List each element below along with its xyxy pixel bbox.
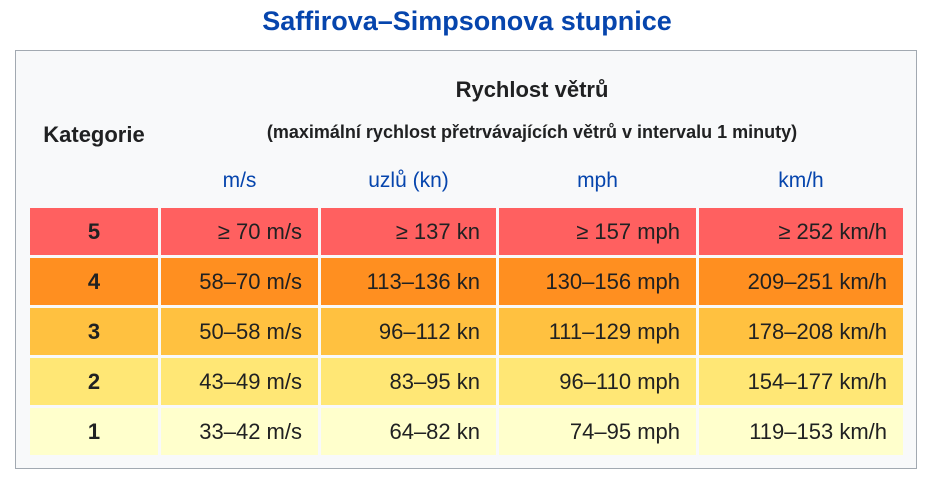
unit-header: m/s bbox=[222, 169, 257, 192]
speed-cell: 111–129 mph bbox=[499, 308, 696, 355]
speed-cell: 74–95 mph bbox=[499, 408, 696, 455]
speed-cell: 83–95 kn bbox=[321, 358, 496, 405]
speed-cell: 113–136 kn bbox=[321, 258, 496, 305]
unit-header: mph bbox=[577, 169, 618, 192]
unit-header: km/h bbox=[778, 169, 824, 192]
speed-cell: 50–58 m/s bbox=[161, 308, 318, 355]
speed-cell: ≥ 137 kn bbox=[321, 208, 496, 255]
speed-cell: 130–156 mph bbox=[499, 258, 696, 305]
speed-cell: 58–70 m/s bbox=[161, 258, 318, 305]
speed-cell: 43–49 m/s bbox=[161, 358, 318, 405]
speed-note: (maximální rychlost přetrvávajících větr… bbox=[266, 122, 798, 142]
speed-cell: 96–112 kn bbox=[321, 308, 496, 355]
speed-cell: 209–251 km/h bbox=[699, 258, 903, 305]
speed-cell: 96–110 mph bbox=[499, 358, 696, 405]
speed-header: Rychlost větrů bbox=[455, 77, 609, 102]
unit-header: uzlů (kn) bbox=[368, 169, 449, 192]
speed-cell: 33–42 m/s bbox=[161, 408, 318, 455]
title: Saffirova–Simpsonova stupnice bbox=[262, 6, 672, 36]
speed-cell: ≥ 157 mph bbox=[499, 208, 696, 255]
category-cell: 4 bbox=[30, 258, 158, 305]
speed-cell: 64–82 kn bbox=[321, 408, 496, 455]
category-cell: 2 bbox=[30, 358, 158, 405]
speed-cell: 154–177 km/h bbox=[699, 358, 903, 405]
speed-cell: ≥ 70 m/s bbox=[161, 208, 318, 255]
speed-cell: ≥ 252 km/h bbox=[699, 208, 903, 255]
speed-cell: 178–208 km/h bbox=[699, 308, 903, 355]
category-cell: 3 bbox=[30, 308, 158, 355]
speed-cell: 119–153 km/h bbox=[699, 408, 903, 455]
category-cell: 1 bbox=[30, 408, 158, 455]
category-cell: 5 bbox=[30, 208, 158, 255]
category-header: Kategorie bbox=[43, 122, 145, 147]
